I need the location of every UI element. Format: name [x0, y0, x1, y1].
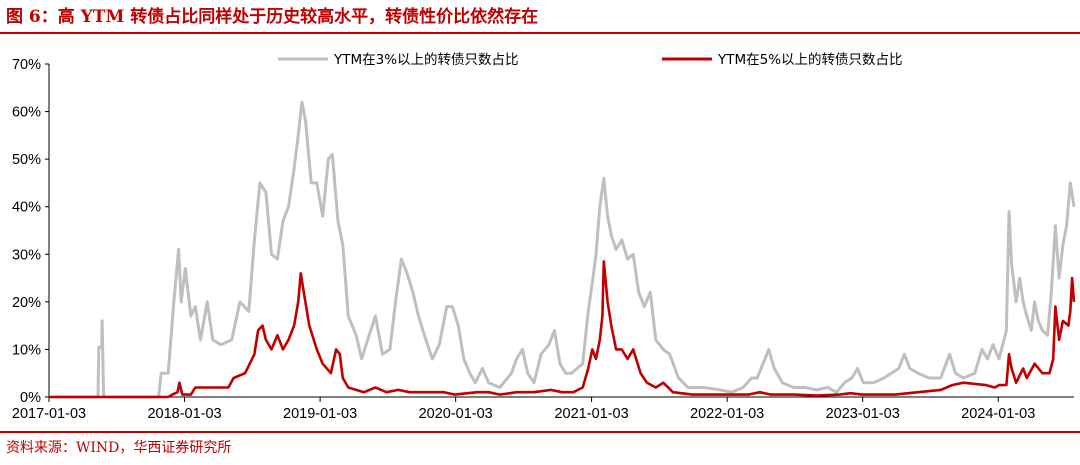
y-tick-label: 70%	[12, 57, 41, 73]
chart-axes: 0% 10% 20% 30% 40% 50% 60% 70% 2017-01-03 2018-01…	[12, 57, 1074, 422]
source-note: 资料来源：WIND，华西证券研究所	[6, 440, 232, 456]
x-tick-label: 2018-01-03	[147, 406, 221, 422]
y-tick-label: 40%	[12, 200, 41, 216]
title-rule	[0, 32, 1080, 34]
x-tick-label: 2024-01-03	[961, 406, 1035, 422]
legend-label-ytm3: YTM在3%以上的转债只数占比	[333, 52, 519, 68]
x-tick-label: 2021-01-03	[554, 406, 628, 422]
x-tick-label: 2023-01-03	[826, 406, 900, 422]
y-tick-label: 0%	[20, 390, 41, 406]
chart-series	[49, 100, 1076, 399]
series-line-ytm3	[49, 100, 1076, 399]
y-tick-label: 60%	[12, 105, 41, 121]
x-tick-label: 2020-01-03	[419, 406, 493, 422]
y-tick-label: 20%	[12, 295, 41, 311]
line-chart: 0% 10% 20% 30% 40% 50% 60% 70% 2017-01-03 2018-01…	[12, 52, 1076, 422]
x-tick-label: 2019-01-03	[283, 406, 357, 422]
chart-title: 图 6：高 YTM 转债占比同样处于历史较高水平，转债性价比依然存在	[6, 7, 539, 27]
x-tick-label: 2017-01-03	[12, 406, 86, 422]
x-tick-label: 2022-01-03	[690, 406, 764, 422]
legend-label-ytm5: YTM在5%以上的转债只数占比	[717, 52, 903, 68]
y-tick-label: 10%	[12, 342, 41, 358]
y-tick-label: 50%	[12, 152, 41, 168]
chart-legend: YTM在3%以上的转债只数占比 YTM在5%以上的转债只数占比	[278, 52, 903, 68]
footer-rule	[0, 431, 1080, 433]
series-line-ytm5	[49, 260, 1076, 399]
y-tick-label: 30%	[12, 247, 41, 263]
